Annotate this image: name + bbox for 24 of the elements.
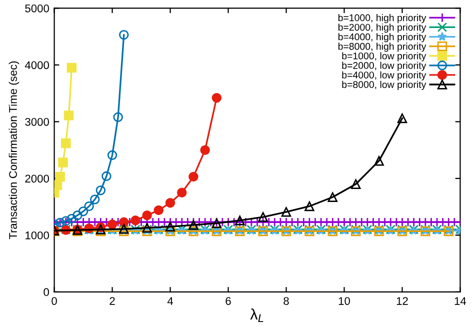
legend-label: b=8000, high priority	[338, 42, 426, 52]
y-tick-label: 1000	[26, 231, 49, 240]
x-tick-label: 0	[52, 297, 57, 305]
x-tick-label: 2	[110, 297, 115, 305]
legend-label: b=1000, low priority	[342, 52, 426, 62]
y-tick-label: 4000	[24, 61, 49, 70]
x-tick-label: 14	[454, 297, 466, 305]
legend-label: b=4000, low priority	[342, 71, 426, 80]
legend-label: b=8000, low priority	[342, 80, 426, 90]
y-tick-label: 2000	[25, 174, 49, 183]
y-tick-label: 0	[44, 288, 49, 296]
legend-label: b=4000, high priority	[338, 33, 426, 42]
x-tick-label: 12	[396, 297, 408, 305]
x-tick-label: 10	[338, 297, 350, 305]
y-tick-label: 5000	[25, 4, 49, 12]
x-axis-title: λ$_{L}$	[250, 308, 264, 322]
legend-label: b=2000, high priority	[338, 24, 426, 33]
x-tick-label: 8	[284, 297, 289, 305]
legend-label: b=2000, low priority	[342, 62, 426, 71]
y-axis-title: Transaction Confirmation Time (sec)	[8, 61, 20, 240]
legend-label: b=1000, high priority	[338, 14, 426, 24]
y-tick-label: 3000	[25, 118, 49, 126]
x-tick-label: 6	[226, 297, 231, 305]
x-tick-label: 4	[167, 297, 174, 305]
